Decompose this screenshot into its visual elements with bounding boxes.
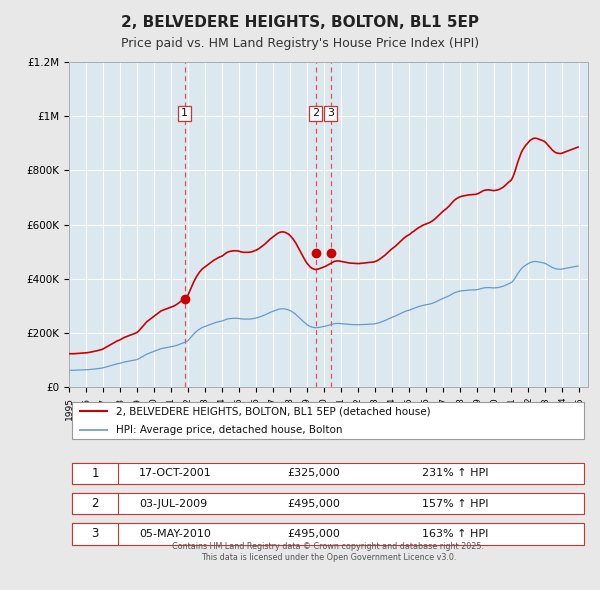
Text: £325,000: £325,000 xyxy=(287,468,340,478)
FancyBboxPatch shape xyxy=(71,493,584,514)
Text: 03-JUL-2009: 03-JUL-2009 xyxy=(139,499,208,509)
Text: 231% ↑ HPI: 231% ↑ HPI xyxy=(422,468,488,478)
Text: £495,000: £495,000 xyxy=(287,499,340,509)
Text: 3: 3 xyxy=(91,527,98,540)
Text: 163% ↑ HPI: 163% ↑ HPI xyxy=(422,529,488,539)
Text: 2: 2 xyxy=(91,497,98,510)
Text: 157% ↑ HPI: 157% ↑ HPI xyxy=(422,499,488,509)
Text: Contains HM Land Registry data © Crown copyright and database right 2025.
This d: Contains HM Land Registry data © Crown c… xyxy=(173,542,485,562)
FancyBboxPatch shape xyxy=(71,493,118,514)
Text: HPI: Average price, detached house, Bolton: HPI: Average price, detached house, Bolt… xyxy=(116,425,342,435)
Text: 17-OCT-2001: 17-OCT-2001 xyxy=(139,468,212,478)
FancyBboxPatch shape xyxy=(71,463,118,484)
Text: 2, BELVEDERE HEIGHTS, BOLTON, BL1 5EP: 2, BELVEDERE HEIGHTS, BOLTON, BL1 5EP xyxy=(121,15,479,30)
Text: 1: 1 xyxy=(91,467,98,480)
FancyBboxPatch shape xyxy=(71,523,584,545)
Text: 2: 2 xyxy=(312,109,319,119)
FancyBboxPatch shape xyxy=(71,463,584,484)
FancyBboxPatch shape xyxy=(71,402,584,440)
Text: 2, BELVEDERE HEIGHTS, BOLTON, BL1 5EP (detached house): 2, BELVEDERE HEIGHTS, BOLTON, BL1 5EP (d… xyxy=(116,406,430,416)
Text: 1: 1 xyxy=(181,109,188,119)
Text: Price paid vs. HM Land Registry's House Price Index (HPI): Price paid vs. HM Land Registry's House … xyxy=(121,37,479,50)
FancyBboxPatch shape xyxy=(71,523,118,545)
Text: 3: 3 xyxy=(327,109,334,119)
Text: 05-MAY-2010: 05-MAY-2010 xyxy=(139,529,211,539)
Text: £495,000: £495,000 xyxy=(287,529,340,539)
